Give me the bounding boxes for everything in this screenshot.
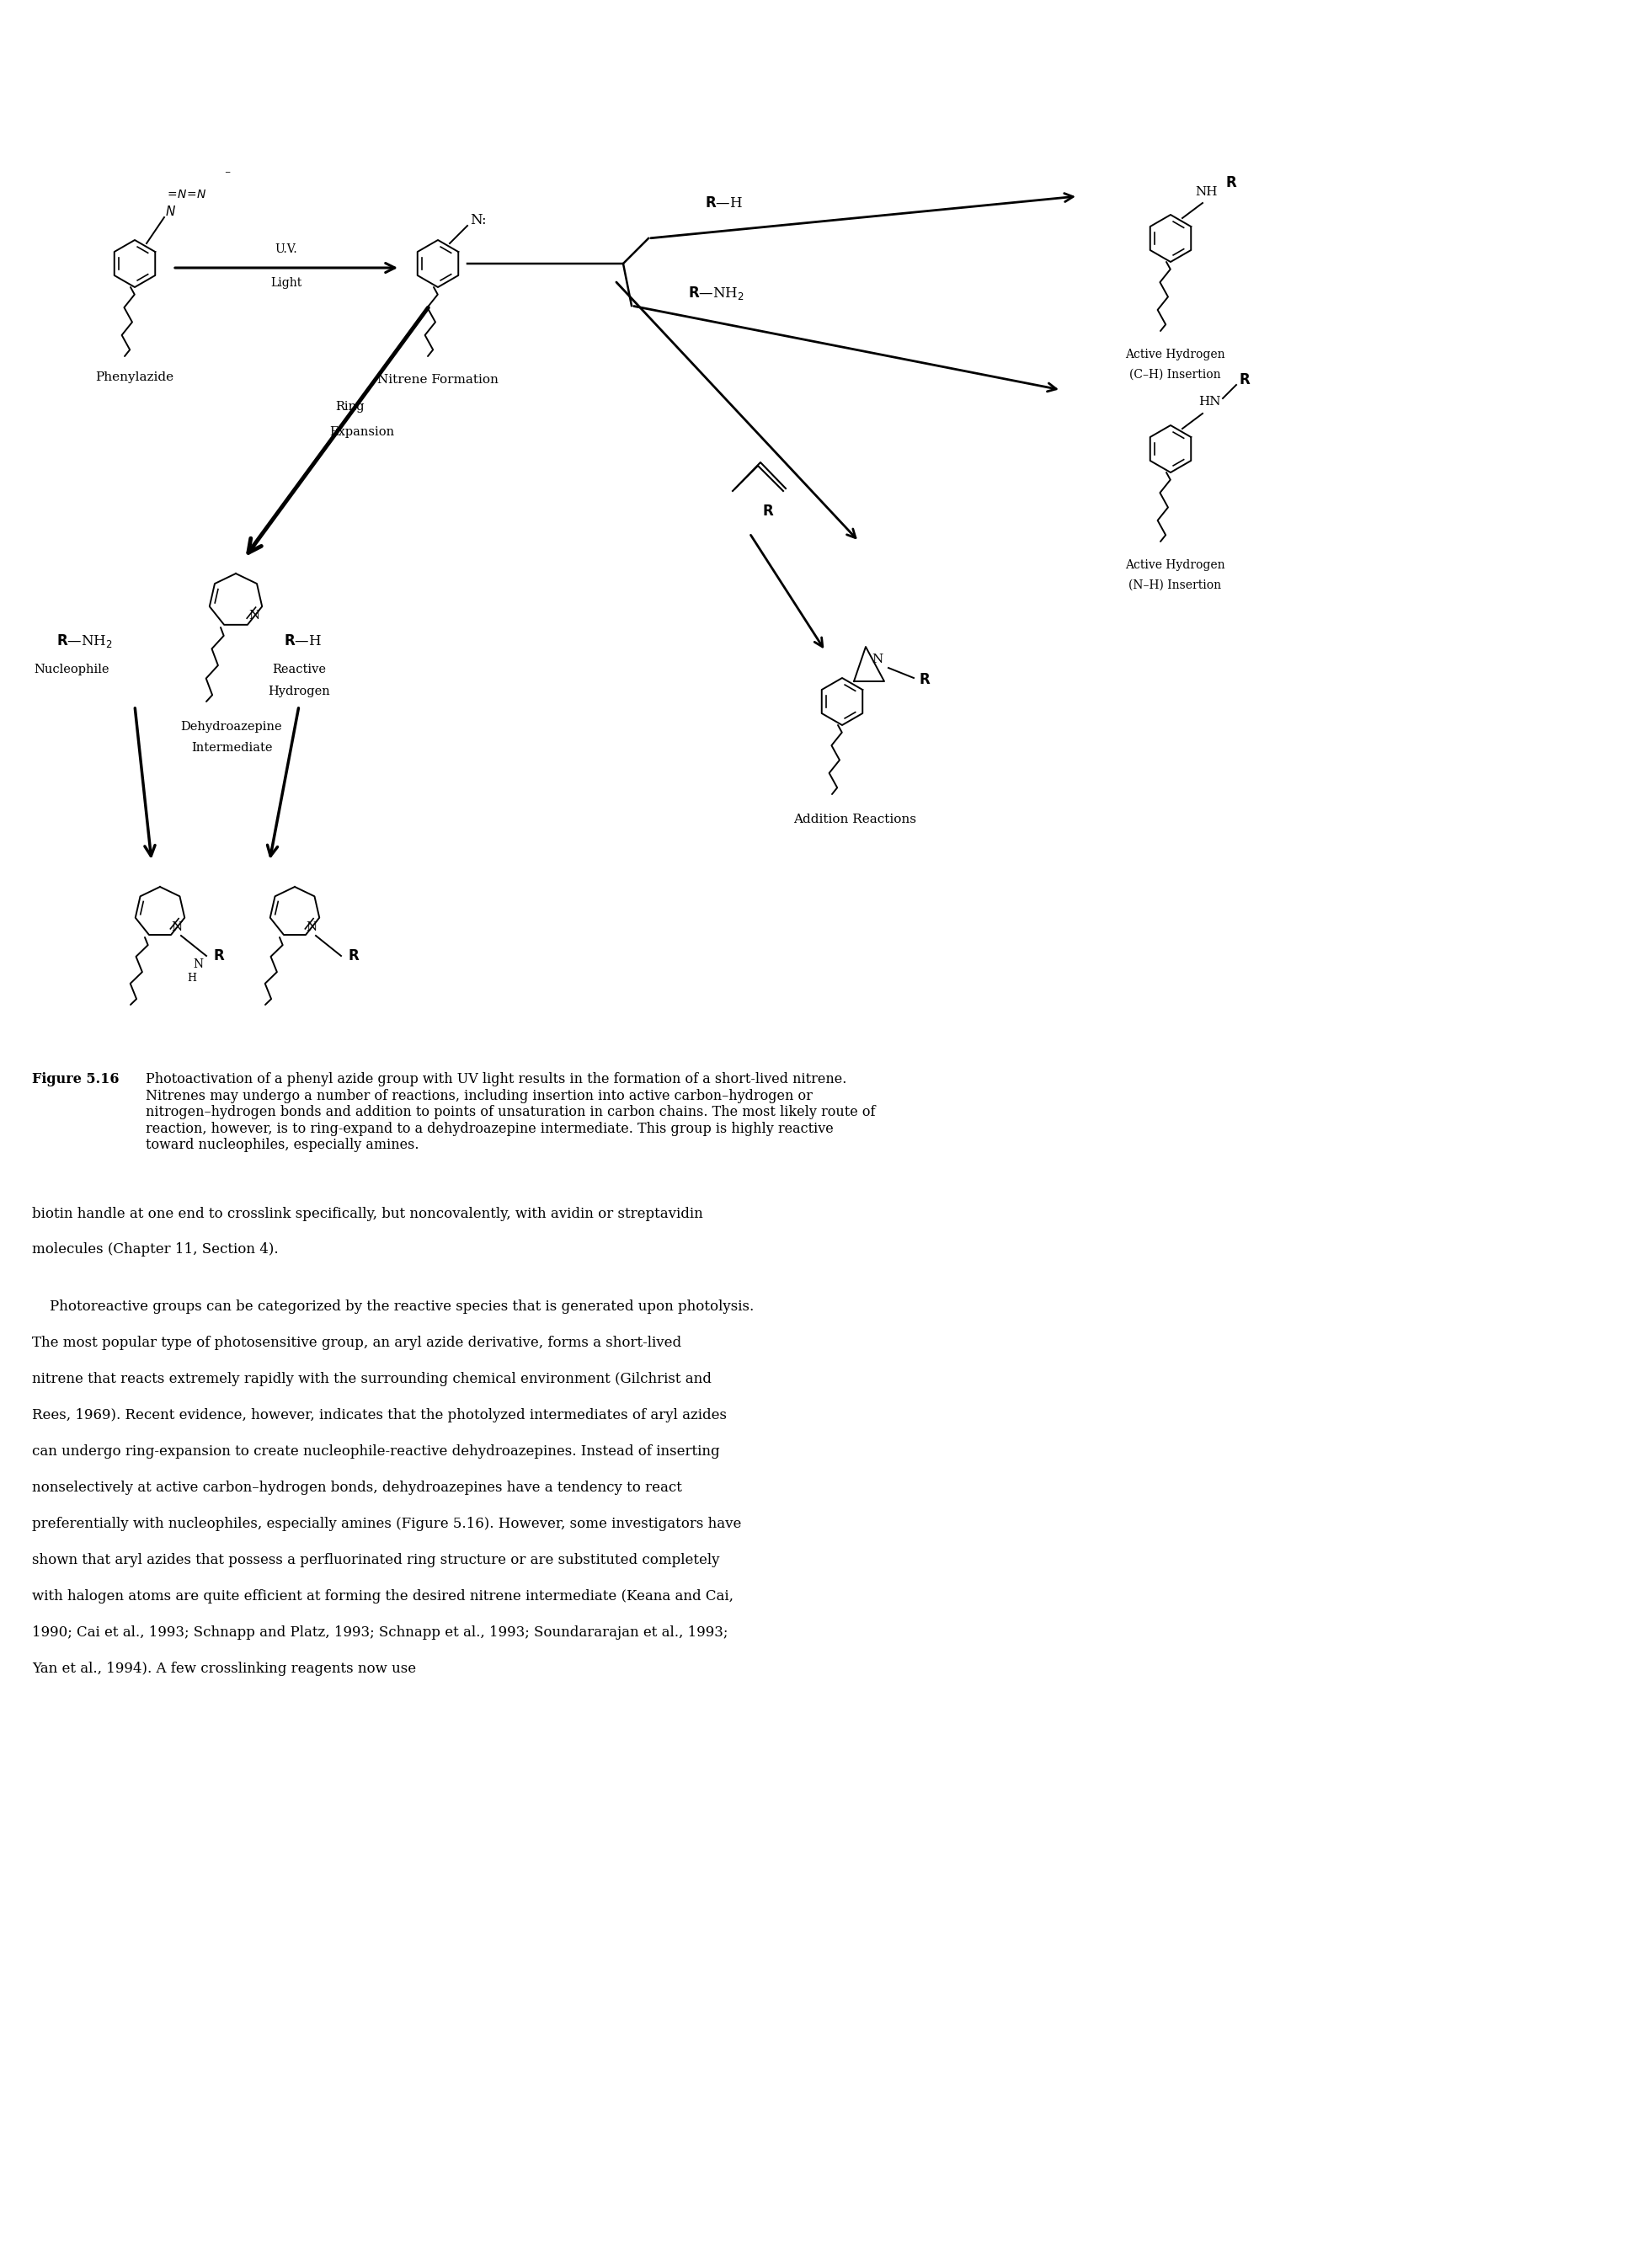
Text: $\mathbf{R}$—H: $\mathbf{R}$—H: [284, 633, 322, 649]
Text: can undergo ring-expansion to create nucleophile-reactive dehydroazepines. Inste: can undergo ring-expansion to create nuc…: [31, 1445, 720, 1458]
Text: Figure 5.16: Figure 5.16: [31, 1073, 128, 1086]
Text: $\!=\!N\!=\!N$: $\!=\!N\!=\!N$: [168, 188, 207, 200]
Text: preferentially with nucleophiles, especially amines (Figure 5.16). However, some: preferentially with nucleophiles, especi…: [31, 1517, 741, 1531]
Text: N: N: [248, 610, 260, 621]
Text: $\mathbf{R}$: $\mathbf{R}$: [918, 674, 930, 687]
Text: The most popular type of photosensitive group, an aryl azide derivative, forms a: The most popular type of photosensitive …: [31, 1336, 682, 1349]
Text: molecules (Chapter 11, Section 4).: molecules (Chapter 11, Section 4).: [31, 1243, 278, 1256]
Text: Light: Light: [271, 277, 302, 288]
Text: Intermediate: Intermediate: [191, 742, 273, 753]
Text: 1990; Cai et al., 1993; Schnapp and Platz, 1993; Schnapp et al., 1993; Soundarar: 1990; Cai et al., 1993; Schnapp and Plat…: [31, 1626, 728, 1640]
Text: N: N: [872, 653, 882, 665]
Text: Phenylazide: Phenylazide: [95, 372, 174, 383]
Text: Photoactivation of a phenyl azide group with UV light results in the formation o: Photoactivation of a phenyl azide group …: [146, 1073, 876, 1152]
Text: with halogen atoms are quite efficient at forming the desired nitrene intermedia: with halogen atoms are quite efficient a…: [31, 1590, 733, 1603]
Text: Addition Reactions: Addition Reactions: [794, 814, 917, 826]
Text: Dehydroazepine: Dehydroazepine: [181, 721, 283, 733]
Text: N: N: [306, 921, 317, 932]
Text: nitrene that reacts extremely rapidly with the surrounding chemical environment : nitrene that reacts extremely rapidly wi…: [31, 1372, 711, 1386]
Text: Rees, 1969). Recent evidence, however, indicates that the photolyzed intermediat: Rees, 1969). Recent evidence, however, i…: [31, 1408, 726, 1422]
Text: U.V.: U.V.: [274, 243, 297, 256]
Text: biotin handle at one end to crosslink specifically, but noncovalently, with avid: biotin handle at one end to crosslink sp…: [31, 1207, 703, 1220]
Text: $\mathbf{R}$—NH$_2$: $\mathbf{R}$—NH$_2$: [56, 633, 112, 649]
Text: NH: NH: [1194, 186, 1217, 197]
Text: Nucleophile: Nucleophile: [35, 665, 110, 676]
Text: $\mathbf{R}$—H: $\mathbf{R}$—H: [705, 195, 743, 211]
Text: N:: N:: [470, 213, 486, 227]
Text: N: N: [192, 959, 204, 971]
Text: $\mathbf{R}$: $\mathbf{R}$: [214, 948, 225, 964]
Text: $\mathbf{R}$: $\mathbf{R}$: [1239, 372, 1250, 388]
Text: Photoreactive groups can be categorized by the reactive species that is generate: Photoreactive groups can be categorized …: [31, 1300, 754, 1313]
Text: $^-$: $^-$: [223, 170, 232, 179]
Text: $\mathbf{R}$: $\mathbf{R}$: [762, 506, 774, 519]
Text: (C–H) Insertion: (C–H) Insertion: [1129, 370, 1221, 381]
Text: Active Hydrogen: Active Hydrogen: [1125, 560, 1224, 572]
Text: $\mathbf{R}$: $\mathbf{R}$: [348, 948, 360, 964]
Text: Reactive: Reactive: [273, 665, 325, 676]
Text: Hydrogen: Hydrogen: [268, 685, 330, 696]
Text: Expansion: Expansion: [330, 426, 394, 438]
Text: $\mathbf{R}$—NH$_2$: $\mathbf{R}$—NH$_2$: [688, 286, 744, 302]
Text: $N$: $N$: [164, 204, 176, 218]
Text: Active Hydrogen: Active Hydrogen: [1125, 349, 1224, 361]
Text: Nitrene Formation: Nitrene Formation: [378, 374, 498, 386]
Text: H: H: [187, 973, 197, 984]
Text: HN: HN: [1198, 397, 1221, 408]
Text: Ring: Ring: [335, 401, 365, 413]
Text: N: N: [171, 921, 182, 932]
Text: $\mathbf{R}$: $\mathbf{R}$: [1226, 177, 1237, 191]
Text: Yan et al., 1994). A few crosslinking reagents now use: Yan et al., 1994). A few crosslinking re…: [31, 1662, 416, 1676]
Text: (N–H) Insertion: (N–H) Insertion: [1129, 578, 1221, 592]
Text: shown that aryl azides that possess a perfluorinated ring structure or are subst: shown that aryl azides that possess a pe…: [31, 1554, 720, 1567]
Text: nonselectively at active carbon–hydrogen bonds, dehydroazepines have a tendency : nonselectively at active carbon–hydrogen…: [31, 1481, 682, 1495]
